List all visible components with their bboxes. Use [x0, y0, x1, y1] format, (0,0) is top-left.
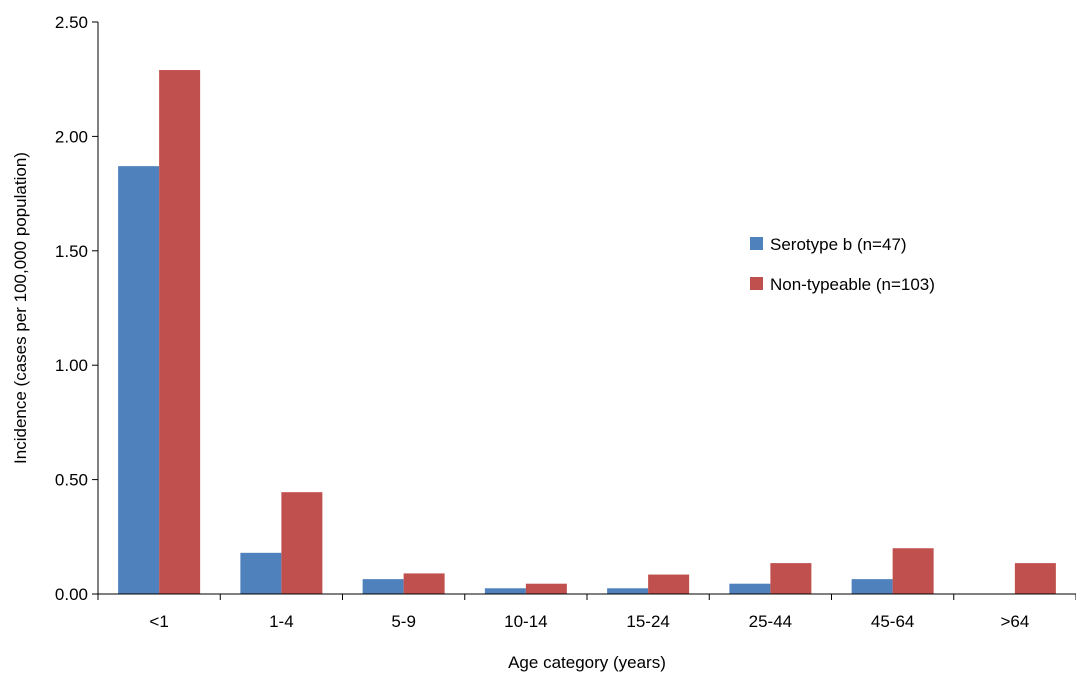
y-tick-label: 1.50 — [55, 242, 88, 261]
y-ticks: 0.00 0.50 1.00 1.50 2.00 2.50 — [55, 13, 98, 604]
axes-layer — [97, 22, 1076, 595]
x-tick-label: 5-9 — [391, 612, 416, 631]
bar-serotype-b-3 — [484, 588, 526, 594]
bar-non-typeable-5 — [770, 563, 812, 594]
legend-swatch-non-typeable — [750, 277, 763, 290]
y-axis-title: Incidence (cases per 100,000 population) — [11, 152, 30, 464]
x-tick-label: >64 — [1000, 612, 1029, 631]
legend-label-non-typeable: Non-typeable (n=103) — [770, 275, 935, 294]
y-tick-label: 2.00 — [55, 127, 88, 146]
bar-non-typeable-0 — [159, 70, 201, 595]
bars-layer — [118, 70, 1056, 595]
bar-non-typeable-3 — [525, 583, 567, 594]
x-tick-label: <1 — [149, 612, 168, 631]
y-tick-label: 0.50 — [55, 471, 88, 490]
legend-label-serotype-b: Serotype b (n=47) — [770, 235, 907, 254]
bar-serotype-b-1 — [240, 552, 282, 594]
y-tick-label: 1.00 — [55, 356, 88, 375]
bar-non-typeable-2 — [403, 573, 445, 594]
x-tick-label: 45-64 — [871, 612, 914, 631]
y-tick-label: 0.00 — [55, 585, 88, 604]
bar-serotype-b-4 — [607, 588, 649, 594]
bar-serotype-b-5 — [729, 583, 771, 594]
bar-non-typeable-1 — [281, 492, 323, 594]
legend-swatch-serotype-b — [750, 237, 763, 250]
bar-non-typeable-6 — [892, 548, 934, 594]
legend: Serotype b (n=47) Non-typeable (n=103) — [750, 235, 935, 294]
x-axis-title: Age category (years) — [508, 653, 666, 672]
bar-serotype-b-6 — [851, 579, 893, 594]
bar-non-typeable-4 — [648, 574, 690, 594]
x-tick-label: 25-44 — [749, 612, 792, 631]
bar-serotype-b-2 — [362, 579, 404, 594]
bar-serotype-b-0 — [118, 166, 160, 595]
y-tick-label: 2.50 — [55, 13, 88, 32]
x-tick-label: 15-24 — [626, 612, 669, 631]
bar-non-typeable-7 — [1014, 563, 1056, 594]
x-ticks: <1 1-4 5-9 10-14 15-24 25-44 45-64 >64 — [97, 594, 1076, 631]
x-tick-label: 10-14 — [504, 612, 547, 631]
x-tick-label: 1-4 — [269, 612, 294, 631]
